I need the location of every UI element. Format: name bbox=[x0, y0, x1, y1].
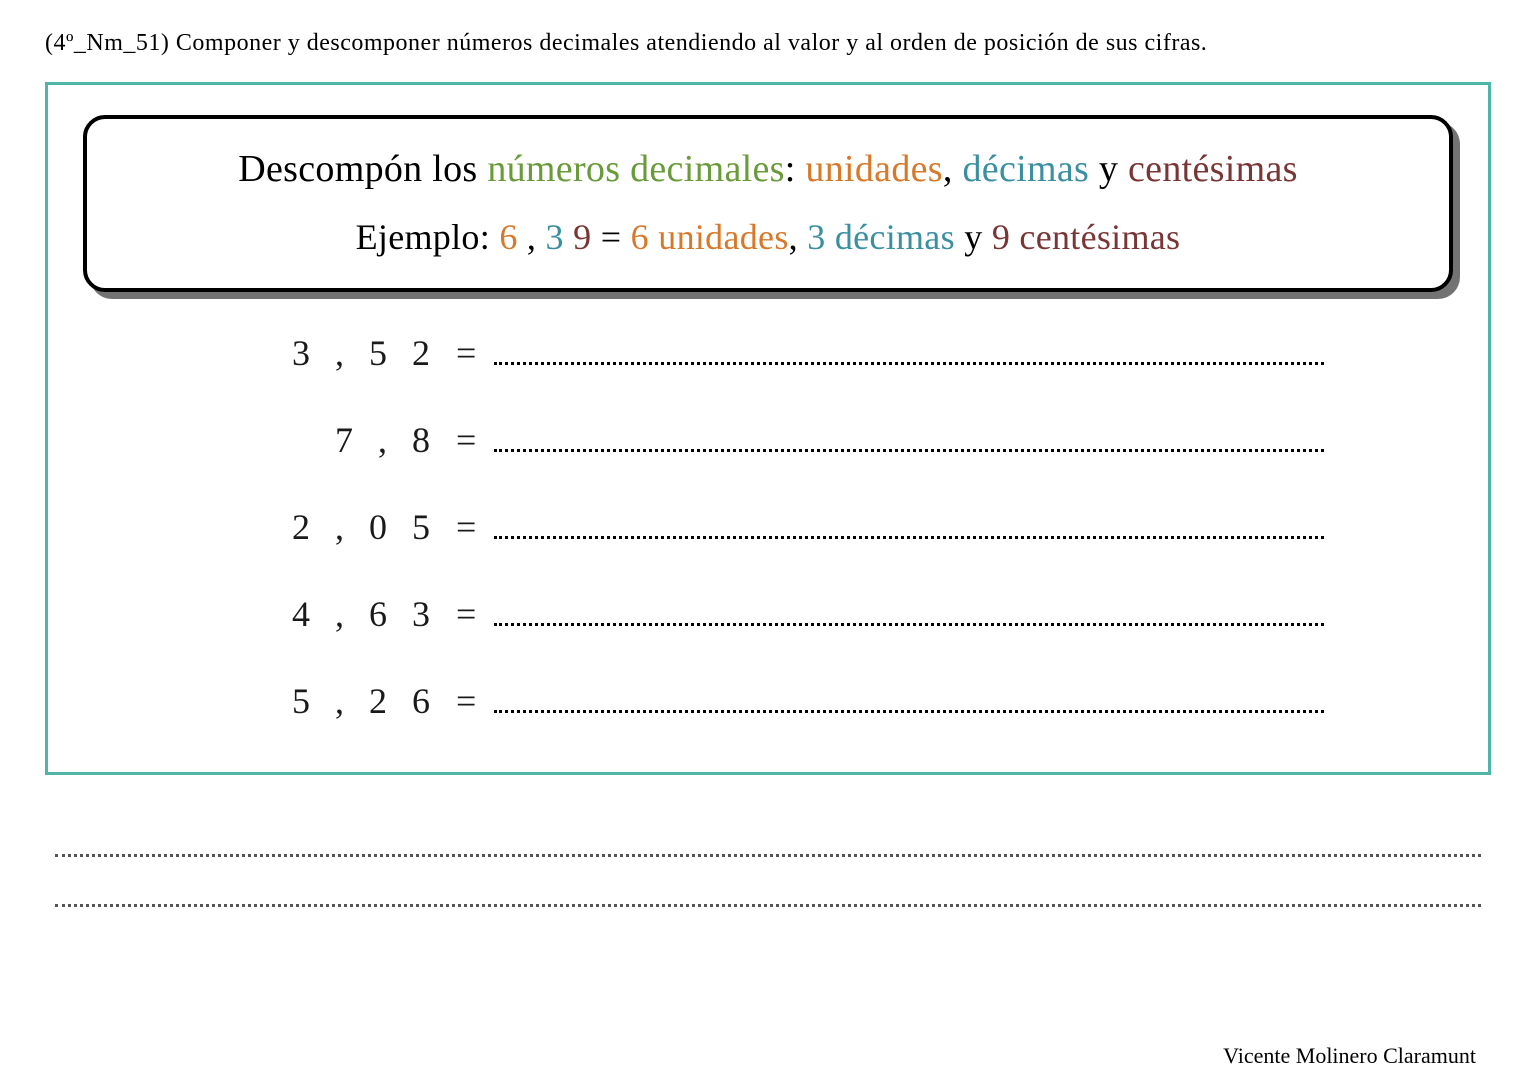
exercise-number: 7 , 8 bbox=[263, 419, 438, 461]
worksheet-code-title: (4º_Nm_51) Componer y descomponer número… bbox=[45, 30, 1491, 57]
bottom-writing-lines bbox=[45, 835, 1491, 907]
example-sep: , bbox=[518, 217, 546, 257]
answer-blank-line[interactable] bbox=[494, 681, 1324, 713]
instruction-example: Ejemplo: 6 , 3 9 = 6 unidades, 3 décimas… bbox=[127, 216, 1409, 258]
exercise-list: 3 , 5 2 = 7 , 8 = 2 , 0 5 = 4 , 6 3 = 5 … bbox=[83, 332, 1453, 722]
exercise-row: 3 , 5 2 = bbox=[263, 332, 1453, 374]
exercise-equals: = bbox=[456, 332, 476, 374]
example-space bbox=[564, 217, 573, 257]
example-digit-units: 6 bbox=[499, 217, 517, 257]
instr-highlight-decimas: décimas bbox=[963, 148, 1090, 190]
instr-highlight-centesimas: centésimas bbox=[1128, 148, 1298, 190]
exercise-equals: = bbox=[456, 593, 476, 635]
example-equals: = bbox=[591, 217, 630, 257]
worksheet-main-box: Descompón los números decimales: unidade… bbox=[45, 82, 1491, 775]
exercise-row: 2 , 0 5 = bbox=[263, 506, 1453, 548]
writing-line[interactable] bbox=[55, 835, 1481, 857]
example-label: Ejemplo: bbox=[356, 217, 500, 257]
instr-text: , bbox=[943, 148, 963, 190]
answer-blank-line[interactable] bbox=[494, 507, 1324, 539]
writing-line[interactable] bbox=[55, 885, 1481, 907]
exercise-equals: = bbox=[456, 506, 476, 548]
instr-highlight-unidades: unidades bbox=[805, 148, 942, 190]
answer-blank-line[interactable] bbox=[494, 333, 1324, 365]
example-unidades: 6 unidades bbox=[631, 217, 789, 257]
instr-text: y bbox=[1089, 148, 1128, 190]
answer-blank-line[interactable] bbox=[494, 594, 1324, 626]
instr-text: : bbox=[785, 148, 806, 190]
exercise-row: 4 , 6 3 = bbox=[263, 593, 1453, 635]
example-centesimas: 9 centésimas bbox=[992, 217, 1181, 257]
instr-highlight-green: números decimales bbox=[487, 148, 784, 190]
instruction-title: Descompón los números decimales: unidade… bbox=[127, 147, 1409, 191]
example-decimas: 3 décimas bbox=[807, 217, 955, 257]
author-credit: Vicente Molinero Claramunt bbox=[1223, 1043, 1476, 1069]
example-digit-hundredths: 9 bbox=[573, 217, 591, 257]
exercise-number: 3 , 5 2 bbox=[263, 332, 438, 374]
exercise-equals: = bbox=[456, 680, 476, 722]
exercise-number: 2 , 0 5 bbox=[263, 506, 438, 548]
exercise-number: 4 , 6 3 bbox=[263, 593, 438, 635]
instruction-box: Descompón los números decimales: unidade… bbox=[83, 115, 1453, 292]
example-sep: , bbox=[789, 217, 808, 257]
exercise-number: 5 , 2 6 bbox=[263, 680, 438, 722]
example-digit-tenths: 3 bbox=[546, 217, 564, 257]
instr-text: Descompón los bbox=[238, 148, 487, 190]
exercise-equals: = bbox=[456, 419, 476, 461]
answer-blank-line[interactable] bbox=[494, 420, 1324, 452]
example-sep: y bbox=[955, 217, 992, 257]
exercise-row: 5 , 2 6 = bbox=[263, 680, 1453, 722]
exercise-row: 7 , 8 = bbox=[263, 419, 1453, 461]
